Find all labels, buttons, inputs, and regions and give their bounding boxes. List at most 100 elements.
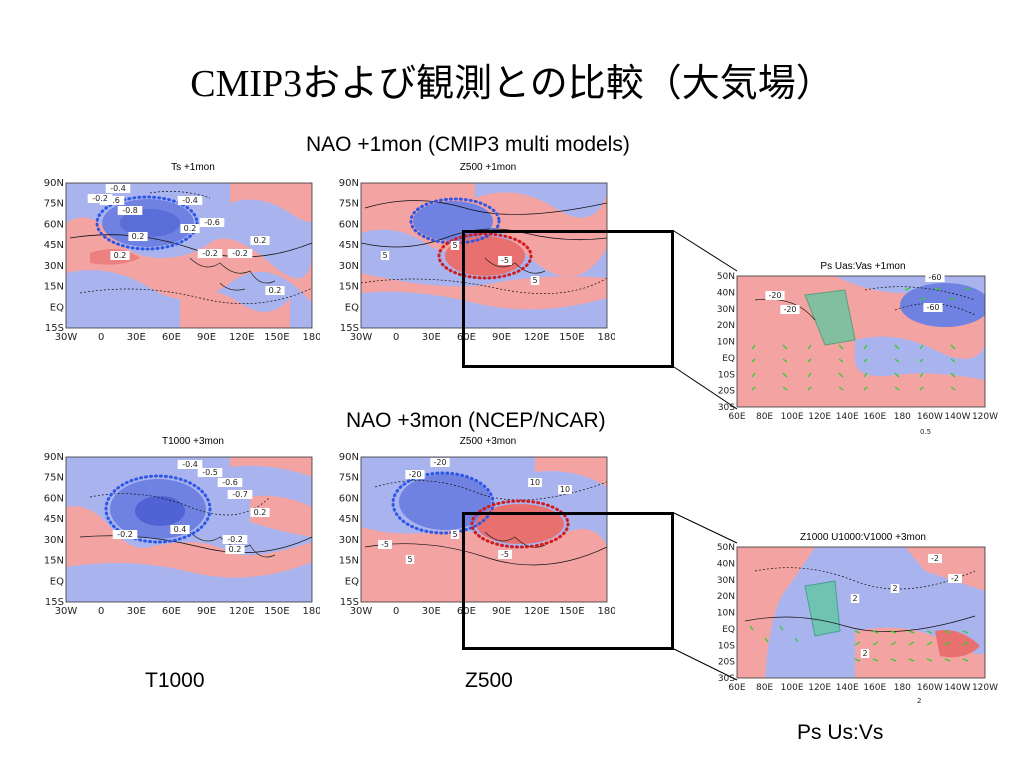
y-tick-label: 30N: [339, 261, 359, 272]
y-tick-label: 45N: [44, 240, 64, 251]
y-tick-label: 10S: [718, 370, 735, 380]
x-tick-label: 180: [894, 683, 911, 693]
contour-label: -0.2: [202, 249, 218, 258]
wind-vector: [863, 386, 868, 391]
wind-vector: [863, 372, 868, 378]
contour-label: -60: [928, 273, 941, 282]
x-tick-label: 100E: [781, 683, 804, 693]
x-tick-label: 30E: [422, 606, 441, 617]
wind-vector: [908, 630, 915, 634]
contour-label-bg: [222, 535, 248, 544]
x-tick-label: 160W: [917, 683, 943, 693]
x-tick-label: 30E: [422, 332, 441, 343]
contour-label-bg: [225, 545, 245, 554]
y-tick-label: 75N: [339, 473, 359, 484]
contour-label-bg: [250, 508, 270, 517]
y-tick-label: 75N: [339, 199, 359, 210]
contour-label-bg: [128, 232, 148, 241]
x-tick-label: 120E: [524, 332, 549, 343]
contour-label-bg: [227, 249, 253, 258]
contour-label-bg: [180, 224, 200, 233]
zoom-box-top: [462, 230, 674, 368]
vector-ref-label: 2: [917, 697, 921, 705]
y-tick-label: 20S: [718, 658, 735, 668]
contour-label: 0.2: [132, 232, 145, 241]
y-tick-label: EQ: [722, 625, 735, 635]
y-tick-label: 15N: [339, 282, 359, 293]
wind-vector: [904, 287, 911, 291]
y-tick-label: EQ: [50, 302, 64, 313]
contour-label: -0.4: [182, 460, 198, 469]
y-tick-label: 15S: [45, 597, 64, 608]
contour-label: -0.6: [222, 478, 238, 487]
x-tick-label: 180: [597, 606, 615, 617]
map-title: Z500 +1mon: [459, 162, 517, 173]
x-tick-label: 150E: [559, 606, 584, 617]
contour-label: 5: [532, 276, 537, 285]
contour-label-bg: [890, 584, 900, 593]
contour-label: -20: [768, 291, 781, 300]
label-z500: Z500: [465, 669, 513, 692]
x-tick-label: 60E: [457, 332, 476, 343]
wind-vector: [782, 386, 788, 391]
wind-vector: [908, 641, 915, 646]
y-tick-label: 30N: [339, 535, 359, 546]
wind-vector: [807, 344, 812, 350]
wind-vector: [950, 344, 956, 350]
y-tick-label: 20S: [718, 387, 735, 397]
wind-vector: [890, 630, 897, 634]
wind-vector: [751, 358, 756, 363]
contour-label: -0.2: [227, 535, 243, 544]
y-tick-label: 10N: [717, 609, 735, 619]
wind-vector: [944, 630, 951, 634]
wind-vector: [872, 630, 879, 634]
contour-label-bg: [227, 490, 253, 499]
contour-label-bg: [112, 530, 138, 539]
contour-label: 10: [530, 478, 540, 487]
x-tick-label: 140E: [836, 412, 859, 422]
x-tick-label: 140E: [836, 683, 859, 693]
wind-vector: [779, 625, 784, 631]
x-tick-label: 90E: [197, 606, 216, 617]
wind-vector: [919, 344, 924, 350]
map-z1000-3mon: 50N 40N 30N 20N 10N EQ 10S 20S 30S 60E 80E 100E 120…: [705, 531, 1005, 709]
contour-label: 0.2: [114, 251, 127, 260]
heading-ncep: NAO +3mon (NCEP/NCAR): [346, 409, 606, 432]
wind-vector: [751, 344, 756, 350]
y-tick-label: 75N: [44, 473, 64, 484]
wind-vector: [919, 386, 924, 391]
contour-label-bg: [528, 478, 542, 487]
y-tick-label: EQ: [345, 576, 359, 587]
wind-vector: [838, 372, 844, 378]
contour-label: -60: [926, 303, 939, 312]
y-tick-label: 30N: [44, 535, 64, 546]
y-tick-label: EQ: [50, 576, 64, 587]
map-title: Ts +1mon: [171, 162, 215, 173]
y-tick-label: 60N: [339, 219, 359, 230]
y-tick-label: 60N: [44, 219, 64, 230]
x-tick-label: 60E: [457, 606, 476, 617]
wind-vector: [863, 358, 868, 363]
contour-label-bg: [117, 206, 143, 215]
x-tick-label: 180: [894, 412, 911, 422]
x-tick-label: 30W: [55, 332, 78, 343]
contour-label: 2: [862, 649, 867, 658]
contour-label: 5: [407, 555, 412, 564]
y-tick-label: 30N: [717, 576, 735, 586]
y-tick-label: 45N: [339, 240, 359, 251]
x-tick-label: 80E: [756, 683, 773, 693]
contour-label-bg: [265, 286, 285, 295]
contour-label-bg: [110, 251, 130, 260]
y-tick-label: 90N: [339, 452, 359, 463]
x-tick-label: 30E: [127, 332, 146, 343]
x-tick-label: 120W: [972, 683, 998, 693]
x-tick-label: 60E: [728, 412, 745, 422]
y-tick-label: EQ: [722, 354, 735, 364]
contour-label: -0.2: [232, 249, 248, 258]
wind-vector: [794, 637, 799, 643]
x-tick-label: 120E: [229, 606, 254, 617]
wind-vector: [926, 630, 933, 634]
y-tick-label: 30N: [717, 305, 735, 315]
y-tick-label: 10S: [718, 641, 735, 651]
x-tick-label: 60E: [728, 683, 745, 693]
